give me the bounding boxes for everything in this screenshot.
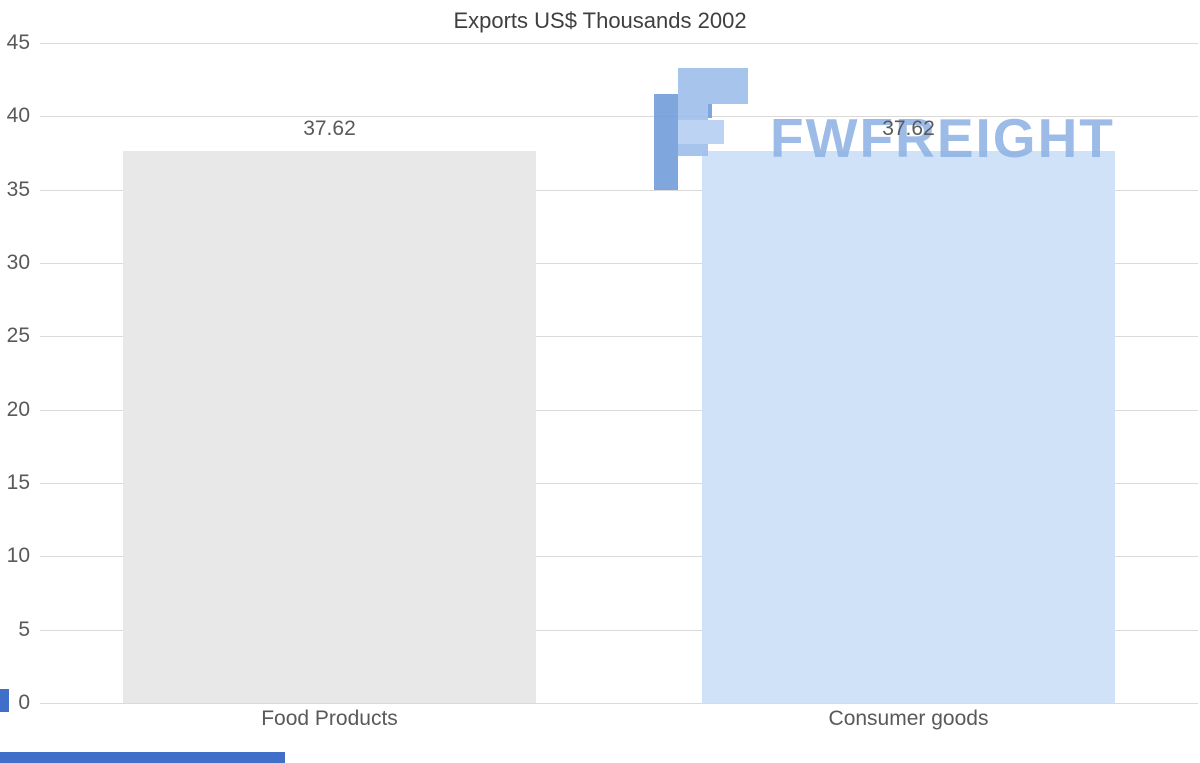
x-axis-labels: Food Products Consumer goods bbox=[40, 707, 1198, 731]
bar-slot-food-products: 37.62 bbox=[40, 43, 619, 703]
gridline bbox=[40, 263, 1198, 264]
gridline bbox=[40, 703, 1198, 704]
y-tick-label: 0 bbox=[18, 691, 30, 714]
y-tick-label: 20 bbox=[6, 397, 30, 421]
bar-value-label: 37.62 bbox=[303, 117, 356, 141]
gridlines bbox=[40, 43, 1198, 704]
gridline bbox=[40, 189, 1198, 191]
bar-value-label: 37.62 bbox=[882, 117, 935, 141]
y-tick-label: 30 bbox=[6, 251, 30, 274]
gridline bbox=[40, 409, 1198, 411]
gridline bbox=[40, 556, 1198, 558]
x-tick-label-consumer-goods: Consumer goods bbox=[828, 707, 989, 730]
y-tick-label: 25 bbox=[6, 324, 30, 348]
horizontal-scrollbar-thumb[interactable] bbox=[0, 752, 285, 763]
bar-slot-consumer-goods: 37.62 bbox=[619, 43, 1198, 703]
y-axis: 45 40 35 30 25 20 15 10 5 0 bbox=[0, 31, 32, 714]
gridline bbox=[40, 336, 1198, 338]
x-tick-label-food-products: Food Products bbox=[261, 707, 398, 730]
bar-food-products[interactable]: 37.62 bbox=[122, 117, 537, 703]
y-tick-label: 40 bbox=[6, 104, 30, 128]
gridline bbox=[40, 43, 1198, 44]
vertical-scrollbar-thumb[interactable] bbox=[0, 689, 9, 712]
y-tick-label: 35 bbox=[6, 177, 30, 201]
gridline bbox=[40, 629, 1198, 631]
bars-row: 37.62 37.62 bbox=[40, 43, 1198, 703]
gridline bbox=[40, 483, 1198, 484]
plot-area: 37.62 37.62 bbox=[40, 43, 1198, 704]
y-tick-label: 45 bbox=[6, 31, 30, 54]
y-tick-label: 15 bbox=[6, 471, 30, 494]
bar-consumer-goods[interactable]: 37.62 bbox=[701, 117, 1116, 703]
gridline bbox=[40, 116, 1198, 118]
chart-title: Exports US$ Thousands 2002 bbox=[453, 8, 747, 33]
y-tick-label: 10 bbox=[6, 544, 30, 568]
y-tick-label: 5 bbox=[18, 617, 30, 641]
